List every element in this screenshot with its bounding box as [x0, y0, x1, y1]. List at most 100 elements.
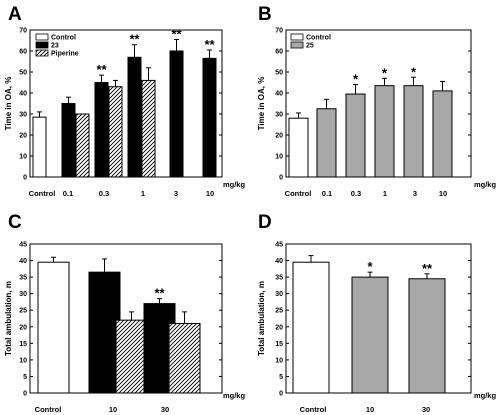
bar	[374, 85, 395, 178]
bar	[88, 271, 121, 394]
y-axis-label: Total ambulation, m	[257, 281, 266, 356]
y-tick-label: 0	[23, 175, 27, 182]
significance-marker: *	[367, 259, 373, 274]
significance-marker: *	[382, 65, 388, 80]
legend-label: Piperine	[51, 51, 79, 58]
y-tick-label: 40	[19, 258, 27, 265]
legend-swatch	[35, 49, 49, 57]
significance-marker: *	[411, 64, 417, 79]
y-tick-label: 50	[19, 70, 27, 77]
bar	[351, 276, 389, 394]
bar	[115, 319, 148, 394]
y-tick-label: 35	[19, 275, 27, 282]
y-tick-label: 0	[279, 175, 283, 182]
significance-marker: **	[96, 62, 107, 77]
y-tick-label: 0	[23, 391, 27, 398]
x-tick-label: 10	[206, 189, 214, 198]
panel-letter: D	[258, 212, 272, 233]
significance-marker: **	[422, 261, 433, 276]
bar	[168, 322, 201, 394]
x-tick-label: 0.1	[63, 189, 73, 198]
bar	[61, 103, 76, 178]
y-tick-label: 30	[275, 112, 283, 119]
y-axis-label: Total ambulation, m	[4, 281, 13, 356]
legend-swatch	[290, 41, 304, 49]
bar	[408, 278, 446, 394]
bar	[403, 85, 424, 178]
significance-marker: **	[171, 26, 182, 41]
y-tick-label: 50	[275, 70, 283, 77]
panel-letter: C	[8, 212, 22, 233]
x-tick-label: 30	[161, 405, 169, 414]
y-tick-label: 40	[275, 91, 283, 98]
y-tick-label: 15	[19, 341, 27, 348]
y-tick-label: 5	[279, 374, 283, 381]
significance-marker: **	[204, 37, 215, 52]
legend-swatch	[290, 33, 304, 41]
legend-swatch	[35, 33, 49, 41]
legend-label: 23	[51, 43, 59, 50]
y-axis-label: Time in OA, %	[257, 77, 266, 131]
x-tick-label: Control	[300, 405, 327, 414]
legend-label: Control	[306, 35, 331, 42]
y-tick-label: 20	[275, 133, 283, 140]
y-tick-label: 30	[19, 112, 27, 119]
y-tick-label: 25	[275, 308, 283, 315]
chart-panel-c: C 0 5 10 15 20 25 30 35 40 45 Total ambulation, m Co…	[4, 212, 245, 414]
x-unit-label: mg/kg	[223, 180, 246, 189]
y-tick-label: 60	[19, 49, 27, 56]
panel-letter: B	[258, 4, 272, 25]
y-tick-label: 15	[275, 341, 283, 348]
x-tick-label: 3	[174, 189, 178, 198]
x-tick-label: 30	[422, 405, 430, 414]
bar	[108, 86, 123, 178]
x-unit-label: mg/kg	[474, 391, 497, 400]
y-tick-label: 60	[275, 49, 283, 56]
y-tick-label: 30	[275, 291, 283, 298]
y-tick-label: 20	[19, 324, 27, 331]
y-tick-label: 10	[275, 357, 283, 364]
legend-label: 25	[306, 43, 314, 50]
bar	[94, 82, 109, 178]
y-tick-label: 40	[275, 258, 283, 265]
x-unit-label: mg/kg	[223, 391, 246, 400]
y-tick-label: 40	[19, 91, 27, 98]
y-tick-label: 70	[19, 28, 27, 35]
panel-letter: A	[8, 4, 22, 25]
x-tick-label: 3	[413, 189, 417, 198]
y-tick-label: 25	[19, 308, 27, 315]
bar	[292, 261, 330, 394]
bar	[141, 79, 156, 178]
y-tick-label: 30	[19, 291, 27, 298]
significance-marker: **	[129, 32, 140, 47]
y-axis-label: Time in OA, %	[4, 77, 13, 131]
bar	[432, 90, 453, 178]
bar	[127, 56, 142, 178]
bar	[169, 50, 184, 178]
y-tick-label: 45	[275, 242, 283, 249]
bar	[202, 57, 217, 178]
chart-panel-d: D 0 5 10 15 20 25 30 35 40 45 Total ambulation, m Co…	[257, 212, 496, 414]
x-tick-label: 0.1	[322, 189, 332, 198]
x-tick-label: Control	[29, 189, 56, 198]
y-tick-label: 0	[279, 391, 283, 398]
x-tick-label: 10	[439, 189, 447, 198]
y-tick-label: 10	[19, 154, 27, 161]
x-tick-label: 0.3	[351, 189, 361, 198]
x-tick-label: 1	[141, 189, 145, 198]
y-tick-label: 35	[275, 275, 283, 282]
plot-frame	[29, 29, 223, 178]
y-tick-label: 45	[19, 242, 27, 249]
bar	[37, 261, 70, 394]
x-tick-label: Control	[35, 405, 62, 414]
significance-marker: *	[353, 72, 359, 87]
significance-marker: **	[154, 286, 165, 301]
x-unit-label: mg/kg	[474, 180, 497, 189]
chart-panel-a: A 0 10 20 30 40 50 60 70 Time in OA, % Control 0.1 0…	[4, 4, 245, 198]
x-tick-label: Control	[285, 189, 312, 198]
legend-swatch	[35, 41, 49, 49]
y-tick-label: 70	[275, 28, 283, 35]
bar	[288, 117, 309, 178]
bar	[75, 113, 90, 178]
